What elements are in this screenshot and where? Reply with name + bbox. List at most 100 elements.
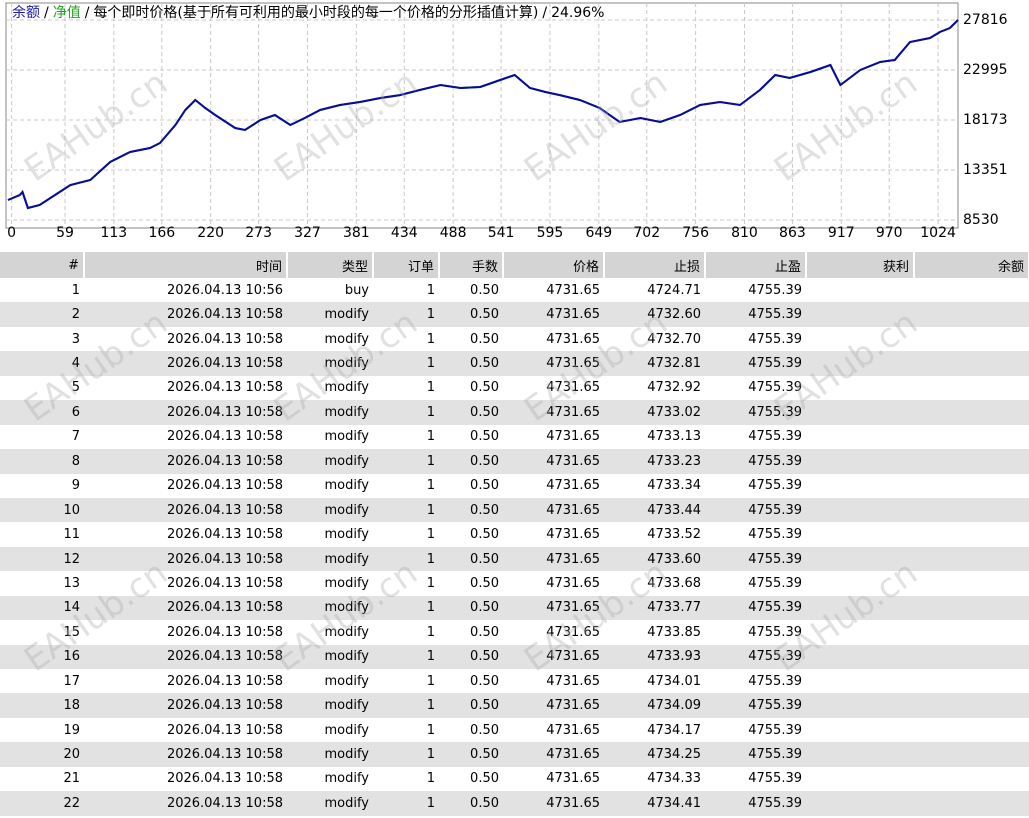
- table-cell: 2026.04.13 10:58: [166, 722, 283, 738]
- table-row: 5 2026.04.13 10:58 modify 1 0.50 4731.65 4732.…: [0, 376, 1029, 400]
- table-cell: 4734.33: [647, 771, 701, 787]
- table-cell: [914, 718, 1029, 742]
- table-row: 6 2026.04.13 10:58 modify 1 0.50 4731.65 4733.…: [0, 400, 1029, 425]
- grid: [6, 3, 958, 228]
- table-cell: 1: [426, 771, 435, 787]
- table-cell: 4755.39: [748, 624, 802, 640]
- table-cell: 1: [373, 595, 439, 621]
- table-cell: 4731.65: [503, 742, 604, 767]
- table-cell: 0.50: [439, 351, 503, 376]
- y-tick-label: 22995: [963, 62, 1008, 78]
- table-row: 1 2026.04.13 10:56 buy 1 0.50 4731.65 4724.71 4…: [0, 278, 1029, 302]
- table-cell: [914, 376, 1029, 400]
- table-cell: modify: [287, 449, 373, 474]
- table-cell: [914, 449, 1029, 474]
- table-cell: 1: [373, 693, 439, 718]
- column-header: 订单: [373, 252, 440, 278]
- table-cell: [806, 400, 914, 425]
- table-cell: 4731.65: [546, 331, 600, 347]
- table-cell: 0.50: [470, 722, 499, 738]
- table-cell: [806, 327, 914, 351]
- table-cell: 2026.04.13 10:58: [84, 449, 287, 474]
- column-header: 止损: [604, 252, 706, 278]
- table-cell: [806, 474, 914, 498]
- table-cell: 5: [71, 380, 80, 396]
- table-cell: 4733.44: [604, 497, 705, 523]
- table-cell: 4732.60: [604, 302, 705, 327]
- table-cell: 10: [0, 497, 84, 523]
- table-cell: 4733.23: [604, 449, 705, 474]
- table-cell: 4755.39: [748, 722, 802, 738]
- table-cell: 4755.39: [705, 693, 806, 718]
- table-cell: 2026.04.13 10:58: [84, 791, 287, 816]
- table-cell: [806, 497, 914, 523]
- table-cell: 0.50: [439, 644, 503, 669]
- x-tick-label: 166: [148, 225, 175, 241]
- table-cell: [914, 474, 1029, 498]
- table-cell: [914, 644, 1029, 669]
- table-cell: 4755.39: [748, 575, 802, 591]
- table-cell: 0.50: [439, 497, 503, 523]
- table-cell: 4755.39: [748, 429, 802, 445]
- table-cell: 1: [373, 644, 439, 669]
- table-cell: [806, 620, 914, 644]
- table-cell: [806, 742, 914, 767]
- table-cell: modify: [324, 527, 369, 543]
- table-cell: 2026.04.13 10:58: [166, 673, 283, 689]
- table-cell: 4733.93: [604, 644, 705, 669]
- table-cell: 2026.04.13 10:58: [166, 771, 283, 787]
- table-cell: 0.50: [439, 742, 503, 767]
- table-cell: 2026.04.13 10:58: [166, 478, 283, 494]
- table-cell: [806, 376, 914, 400]
- table-cell: [806, 791, 914, 816]
- table-cell: [806, 351, 914, 376]
- table-cell: 4755.39: [748, 282, 802, 298]
- table-cell: [914, 327, 1029, 351]
- title: 每个即时价格(基于所有可利用的最小时段的每一个价格的分形插值计算): [93, 4, 538, 21]
- table-cell: 7: [71, 429, 80, 445]
- header-row: # 时间 类型 订单 手数 价格 止损 止盈 获利 余额: [0, 252, 1029, 278]
- table-cell: [806, 278, 914, 302]
- table-cell: 2026.04.13 10:56: [166, 282, 283, 298]
- table-cell: 4731.65: [503, 497, 604, 523]
- table-cell: 4755.39: [748, 380, 802, 396]
- table-cell: 12: [0, 546, 84, 572]
- table-cell: 1: [373, 546, 439, 572]
- table-cell: modify: [324, 624, 369, 640]
- table-cell: 4734.01: [647, 673, 701, 689]
- table-cell: 4731.65: [503, 546, 604, 572]
- table-cell: 4755.39: [705, 595, 806, 621]
- table-cell: 4731.65: [503, 595, 604, 621]
- x-tick-label: 113: [100, 225, 127, 241]
- table-cell: 0.50: [439, 693, 503, 718]
- table-cell: 4755.39: [705, 791, 806, 816]
- table-cell: modify: [324, 722, 369, 738]
- column-header: 获利: [806, 252, 915, 278]
- table-cell: [806, 546, 914, 572]
- table-cell: 13: [63, 575, 80, 591]
- table-cell: 4734.17: [647, 722, 701, 738]
- table-cell: 6: [0, 400, 84, 425]
- x-tick-label: 541: [488, 225, 515, 241]
- lines: [7, 19, 959, 210]
- table-cell: 1: [426, 478, 435, 494]
- column-header: 余额: [914, 252, 1029, 278]
- legend-entry: 余额: [12, 4, 40, 21]
- column-header: 手数: [439, 252, 504, 278]
- table-cell: [806, 644, 914, 669]
- table-cell: 22: [0, 791, 84, 816]
- table-cell: 4733.85: [647, 624, 701, 640]
- table-cell: 1: [373, 351, 439, 376]
- table-cell: 4731.65: [546, 722, 600, 738]
- table-cell: 1: [71, 282, 80, 298]
- table-cell: 1: [426, 527, 435, 543]
- table-cell: 2026.04.13 10:58: [84, 742, 287, 767]
- table-cell: 1: [426, 380, 435, 396]
- table-cell: 4734.09: [604, 693, 705, 718]
- table-row: 20 2026.04.13 10:58 modify 1 0.50 4731.65 4734…: [0, 742, 1029, 767]
- table-cell: 2026.04.13 10:58: [166, 575, 283, 591]
- table-row: 16 2026.04.13 10:58 modify 1 0.50 4731.65 4733…: [0, 644, 1029, 669]
- table-cell: modify: [287, 595, 373, 621]
- chart: 余额 / 净值 / 每个即时价格(基于所有可利用的最小时段的每一个价格的分形插值计算) /…: [5, 2, 1008, 241]
- table-cell: 1: [373, 449, 439, 474]
